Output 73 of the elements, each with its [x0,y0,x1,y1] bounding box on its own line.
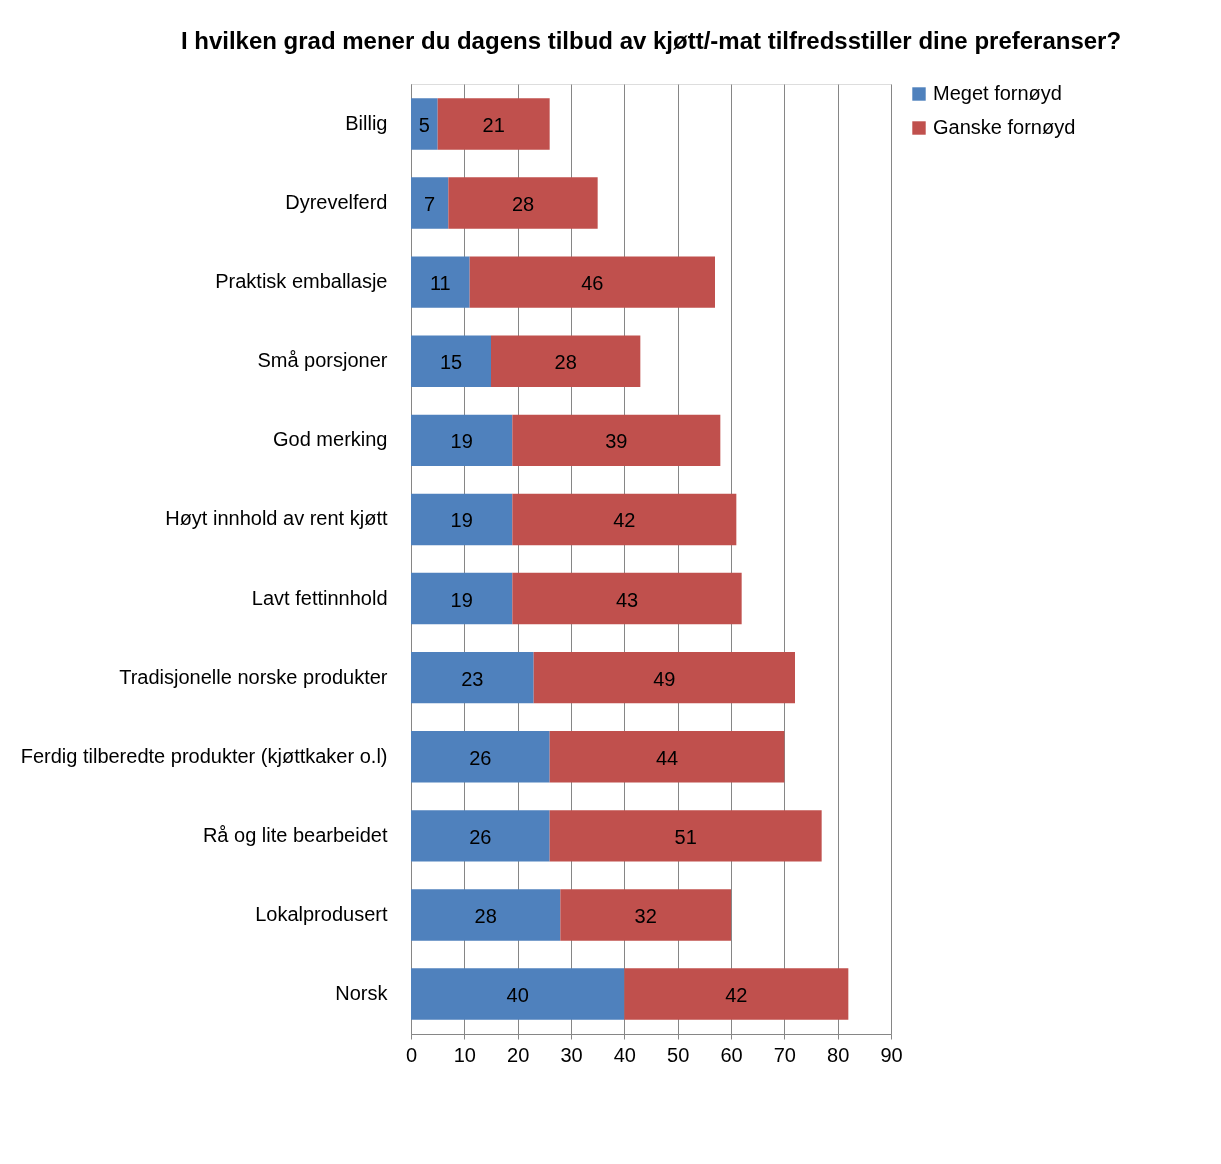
bar [469,256,715,308]
bar [411,256,470,308]
bar [533,651,795,704]
legend-label: Meget fornøyd [933,82,1062,104]
data-label: 44 [655,746,679,769]
x-tick-label: 90 [880,1043,903,1066]
bar [411,493,513,546]
data-label: 19 [450,588,473,611]
data-label: 28 [474,904,497,927]
data-label: 39 [605,430,628,453]
bar [560,889,731,941]
bar [491,335,641,387]
x-tick-label: 10 [453,1043,476,1066]
x-tick-label: 0 [405,1043,418,1066]
y-tick-label: Lavt fettinnhold [251,586,388,609]
data-label: 43 [615,588,639,611]
x-tick-label: 30 [560,1043,583,1066]
data-label: 5 [418,113,430,136]
bar [411,98,438,150]
data-label: 19 [450,509,473,532]
data-label: 49 [653,667,676,690]
data-label: 26 [469,825,492,848]
x-tick-label: 60 [720,1043,743,1066]
data-label: 15 [439,351,463,374]
x-tick-label: 70 [773,1043,796,1066]
data-label: 28 [511,193,535,216]
data-label: 51 [674,825,697,848]
bar [512,572,742,625]
bar [437,98,550,150]
y-tick-label: Ferdig tilberedte produkter (kjøttkaker o.l) [20,744,388,767]
data-label: 40 [506,984,529,1007]
bar [411,651,534,704]
bar [549,810,822,862]
data-label: 21 [482,113,505,136]
bar [411,414,513,467]
data-label: 26 [469,746,492,769]
bar [411,335,491,387]
x-tick-label: 40 [613,1043,636,1066]
y-tick-label: Lokalprodusert [255,902,388,925]
data-label: 28 [554,351,577,374]
y-tick-label: Høyt innhold av rent kjøtt [165,507,388,530]
bar [411,889,561,941]
y-tick-label: Billig [345,111,388,134]
bar [448,177,598,229]
y-tick-label: Tradisjonelle norske produkter [119,665,388,688]
data-label: 42 [613,509,636,532]
bar [411,810,550,862]
x-tick-label: 80 [827,1043,850,1066]
data-label: 42 [725,984,748,1007]
bar [512,493,737,546]
data-label: 46 [581,272,604,295]
legend-label: Ganske fornøyd [933,116,1076,138]
bar [512,414,721,467]
data-label: 19 [450,430,473,453]
bar [411,177,449,229]
x-tick-label: 20 [507,1043,530,1066]
bar [624,968,849,1020]
bar [411,572,513,625]
data-label: 32 [634,904,657,927]
bar [411,968,625,1020]
bar [549,731,785,783]
y-tick-label: Norsk [335,982,389,1005]
y-tick-label: Praktisk emballasje [215,270,388,293]
data-label: 23 [461,667,484,690]
bar [411,731,550,783]
data-label: 7 [424,193,436,216]
data-label: 11 [429,272,451,295]
y-tick-label: Dyrevelferd [285,191,388,214]
y-tick-label: Rå og lite bearbeidet [202,823,388,846]
y-tick-label: God merking [273,428,388,451]
y-tick-label: Små porsjoner [257,349,388,372]
chart-title: I hvilken grad mener du dagens tilbud av kjøtt/-mat tilfredsstiller dine preferanser? [180,27,1122,54]
x-tick-label: 50 [667,1043,690,1066]
